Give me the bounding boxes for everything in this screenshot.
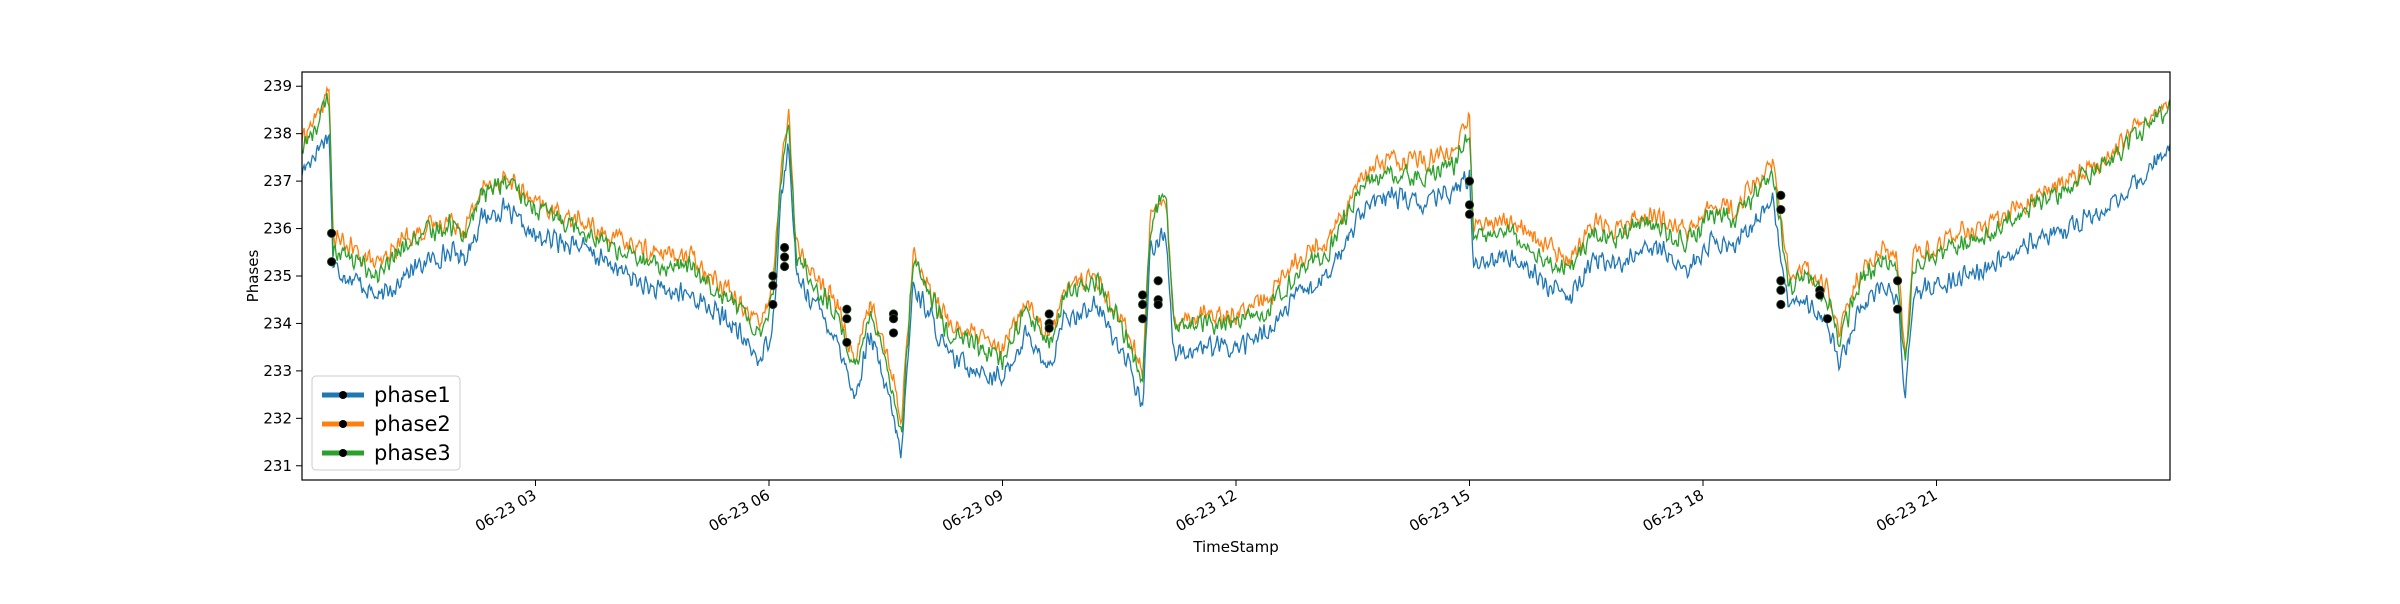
y-axis-label: Phases <box>244 250 262 303</box>
legend-label-phase2: phase2 <box>374 412 451 436</box>
x-tick-label: 06-23 09 <box>939 486 1006 535</box>
legend: phase1 phase2 phase3 <box>311 375 461 471</box>
x-axis-label: TimeStamp <box>1192 538 1278 556</box>
x-tick-label: 06-23 03 <box>472 486 539 535</box>
data-marker-point <box>768 280 778 291</box>
y-tick-label: 238 <box>263 125 292 143</box>
y-tick-label: 236 <box>263 220 292 238</box>
legend-box <box>311 375 461 471</box>
data-marker-point <box>779 261 790 272</box>
data-marker-point <box>1153 276 1163 286</box>
y-tick-label: 239 <box>263 77 292 95</box>
legend-marker-phase1 <box>339 391 347 399</box>
x-axis-ticks: 06-23 03 06-23 06 06-23 09 06-23 12 06-23 15… <box>472 480 1941 535</box>
series-layer <box>301 85 2171 459</box>
x-tick-label: 06-23 15 <box>1406 486 1473 535</box>
data-marker-point <box>1138 299 1148 310</box>
data-marker-point <box>768 299 778 310</box>
data-marker-point <box>1892 276 1903 286</box>
series-line-phase1 <box>301 133 2171 459</box>
data-marker-point <box>1776 285 1786 295</box>
data-marker-point <box>1044 309 1054 319</box>
data-marker-point <box>842 304 852 314</box>
y-tick-label: 232 <box>263 409 292 427</box>
x-tick-label: 06-23 12 <box>1173 486 1240 535</box>
data-marker-point <box>1044 323 1054 333</box>
y-tick-label: 231 <box>263 457 292 475</box>
legend-marker-phase2 <box>339 420 347 428</box>
y-tick-label: 235 <box>263 267 292 285</box>
data-marker-point <box>1776 204 1786 215</box>
x-tick-label: 06-23 06 <box>706 486 773 535</box>
y-axis-ticks: 231 232 233 234 235 236 237 238 239 <box>263 77 302 475</box>
data-marker-point <box>888 314 899 324</box>
data-marker-point <box>326 228 337 238</box>
data-marker-point <box>768 271 778 281</box>
data-marker-point <box>779 242 790 253</box>
series-line-phase3 <box>301 92 2171 433</box>
data-marker-point <box>842 314 852 324</box>
data-marker-point <box>779 252 790 262</box>
legend-label-phase3: phase3 <box>374 441 451 465</box>
data-marker-point <box>888 328 899 338</box>
data-marker-point <box>1822 314 1833 324</box>
series-line-phase2 <box>301 85 2171 426</box>
x-tick-label: 06-23 21 <box>1873 486 1940 535</box>
data-marker-point <box>1138 314 1148 324</box>
data-marker-point <box>1153 299 1163 310</box>
y-tick-label: 237 <box>263 172 292 190</box>
data-marker-point <box>1464 176 1475 186</box>
data-marker-point <box>1776 190 1786 200</box>
data-marker-point <box>842 337 852 348</box>
y-tick-label: 234 <box>263 314 292 332</box>
legend-marker-phase3 <box>339 449 347 457</box>
x-tick-label: 06-23 18 <box>1640 486 1707 535</box>
data-marker-point <box>1138 290 1148 300</box>
data-marker-point <box>1892 304 1903 314</box>
data-marker-point <box>326 257 337 267</box>
plot-area-frame <box>301 71 2171 481</box>
data-marker-point <box>1776 276 1786 286</box>
marker-layer <box>326 176 1903 348</box>
legend-label-phase1: phase1 <box>374 383 451 407</box>
data-marker-point <box>1776 299 1786 310</box>
y-tick-label: 233 <box>263 362 292 380</box>
data-marker-point <box>1464 209 1475 219</box>
data-marker-point <box>1464 200 1475 210</box>
data-marker-point <box>1815 290 1825 300</box>
